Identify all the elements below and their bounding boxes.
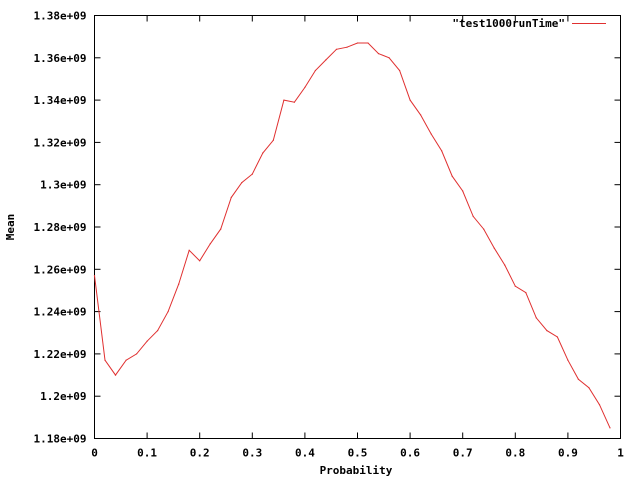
data-point — [241, 182, 243, 184]
x-axis-label: Probability — [320, 464, 393, 477]
data-point — [199, 260, 201, 262]
y-tick-label: 1.32e+09 — [34, 136, 87, 149]
data-point — [325, 59, 327, 61]
data-point — [546, 330, 548, 332]
data-point — [577, 378, 580, 380]
data-point — [525, 292, 527, 294]
data-point — [293, 101, 295, 103]
data-point — [335, 48, 338, 50]
data-point — [262, 152, 264, 154]
series-line — [94, 42, 611, 429]
data-point — [93, 275, 96, 277]
data-point — [420, 114, 422, 116]
data-point — [272, 139, 274, 141]
data-point — [146, 340, 148, 342]
data-points — [93, 42, 611, 429]
data-point — [367, 42, 369, 44]
data-point — [388, 57, 390, 59]
data-point — [346, 46, 348, 48]
y-tick-label: 1.24e+09 — [34, 306, 87, 319]
y-axis: 1.18e+09 1.2e+09 1.22e+09 1.24e+09 1.26e+09 1… — [34, 10, 621, 446]
y-tick-label: 1.2e+09 — [40, 390, 86, 403]
data-point — [451, 175, 453, 177]
data-point — [125, 359, 127, 361]
y-tick-label: 1.38e+09 — [34, 10, 87, 23]
y-tick-label: 1.36e+09 — [34, 52, 87, 65]
data-point — [377, 53, 380, 55]
plot-frame — [94, 15, 621, 439]
legend: "test1000runTime" — [452, 17, 606, 30]
x-tick-label: 0.1 — [137, 447, 157, 460]
x-tick-label: 0 — [91, 447, 98, 460]
data-point — [283, 99, 285, 101]
data-point — [598, 404, 601, 406]
data-point — [209, 243, 211, 245]
data-point — [472, 215, 474, 217]
data-point — [356, 42, 359, 44]
y-tick-label: 1.18e+09 — [34, 433, 87, 446]
y-tick-label: 1.22e+09 — [34, 348, 87, 361]
x-tick-label: 0.3 — [242, 447, 262, 460]
y-axis-label: Mean — [4, 214, 17, 241]
data-point — [230, 196, 232, 198]
data-point — [251, 173, 253, 175]
data-point — [409, 99, 411, 101]
x-axis: 0 0.1 0.2 0.3 0.4 0.5 0.6 0.7 0.8 0.9 1 — [91, 15, 624, 460]
data-point — [567, 359, 569, 361]
data-point — [136, 353, 138, 355]
y-tick-label: 1.3e+09 — [40, 179, 86, 192]
data-point — [493, 247, 495, 249]
y-tick-label: 1.28e+09 — [34, 221, 87, 234]
data-point — [556, 336, 559, 338]
data-point — [514, 285, 516, 287]
data-point — [220, 228, 222, 230]
data-point — [188, 249, 190, 251]
x-tick-label: 0.5 — [348, 447, 368, 460]
data-point — [314, 69, 316, 72]
data-point — [157, 330, 159, 332]
y-tick-label: 1.34e+09 — [34, 94, 87, 107]
data-point — [483, 228, 485, 230]
data-point — [609, 427, 611, 429]
x-tick-label: 0.4 — [295, 447, 315, 460]
data-point — [167, 311, 169, 313]
x-tick-label: 0.2 — [190, 447, 210, 460]
x-tick-label: 1 — [617, 447, 624, 460]
data-point — [588, 387, 590, 389]
legend-label: "test1000runTime" — [452, 17, 565, 30]
data-point — [462, 190, 464, 192]
x-tick-label: 0.6 — [400, 447, 420, 460]
data-point — [178, 283, 180, 285]
data-point — [399, 69, 401, 72]
data-point — [504, 264, 506, 266]
data-point — [304, 86, 306, 88]
y-tick-label: 1.26e+09 — [34, 263, 87, 276]
data-point — [441, 150, 443, 152]
data-point — [430, 133, 432, 135]
data-point — [535, 317, 537, 319]
x-tick-label: 0.9 — [558, 447, 578, 460]
data-point — [104, 359, 106, 361]
x-tick-label: 0.7 — [453, 447, 473, 460]
x-tick-label: 0.8 — [505, 447, 525, 460]
data-point — [114, 374, 117, 376]
